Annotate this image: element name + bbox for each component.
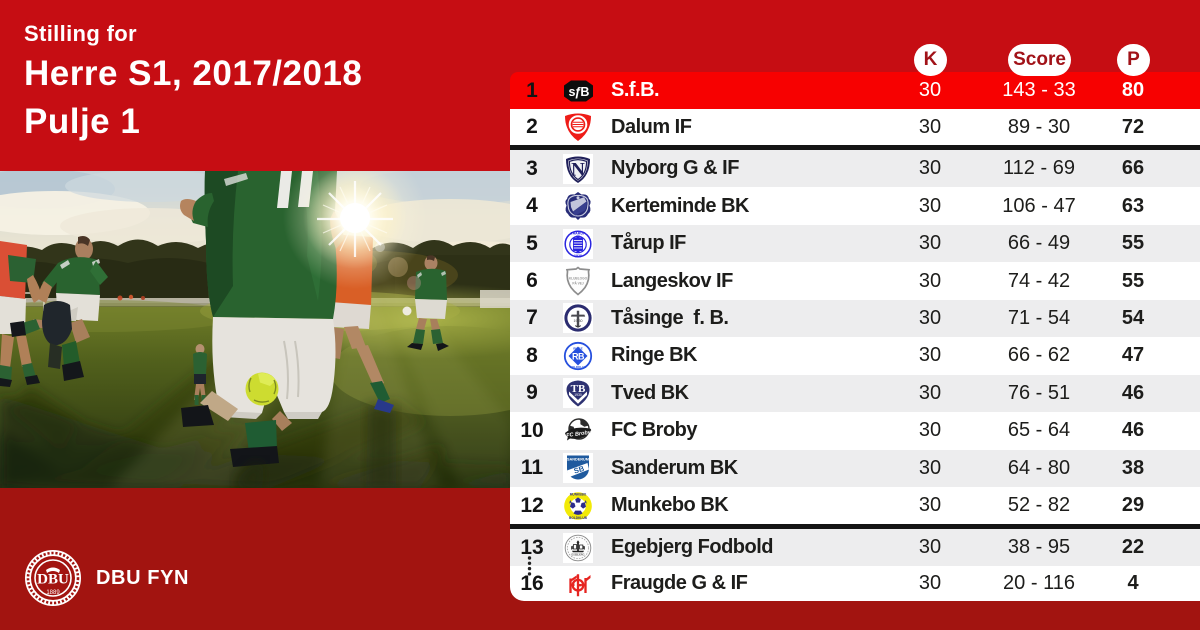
svg-text:SANDERUM: SANDERUM — [567, 458, 589, 462]
svg-text:sƒB: sƒB — [568, 85, 589, 99]
svg-text:DBU: DBU — [37, 572, 69, 588]
svg-text:19 30: 19 30 — [574, 320, 583, 324]
svg-text:KLUBLOGO: KLUBLOGO — [569, 277, 588, 281]
svg-text:SB: SB — [573, 464, 586, 476]
svg-text:MUNKEBO: MUNKEBO — [570, 492, 587, 496]
svg-text:RB: RB — [572, 352, 585, 362]
svg-text:BOLDKLUB: BOLDKLUB — [570, 365, 588, 369]
svg-text:BOLDKLUB: BOLDKLUB — [569, 516, 588, 520]
svg-text:TB: TB — [571, 383, 586, 395]
svg-text:1889: 1889 — [46, 590, 60, 596]
svg-text:TAARUP: TAARUP — [571, 231, 586, 235]
svg-text:N: N — [571, 159, 585, 180]
svg-text:FC Broby: FC Broby — [566, 429, 592, 439]
svg-text:PÅ VEJ: PÅ VEJ — [572, 281, 584, 286]
svg-text:1930: 1930 — [574, 393, 582, 397]
svg-text:1920: 1920 — [574, 253, 582, 257]
svg-text:RINGE: RINGE — [573, 346, 583, 350]
svg-text:EGEBJERG: EGEBJERG — [571, 553, 584, 556]
